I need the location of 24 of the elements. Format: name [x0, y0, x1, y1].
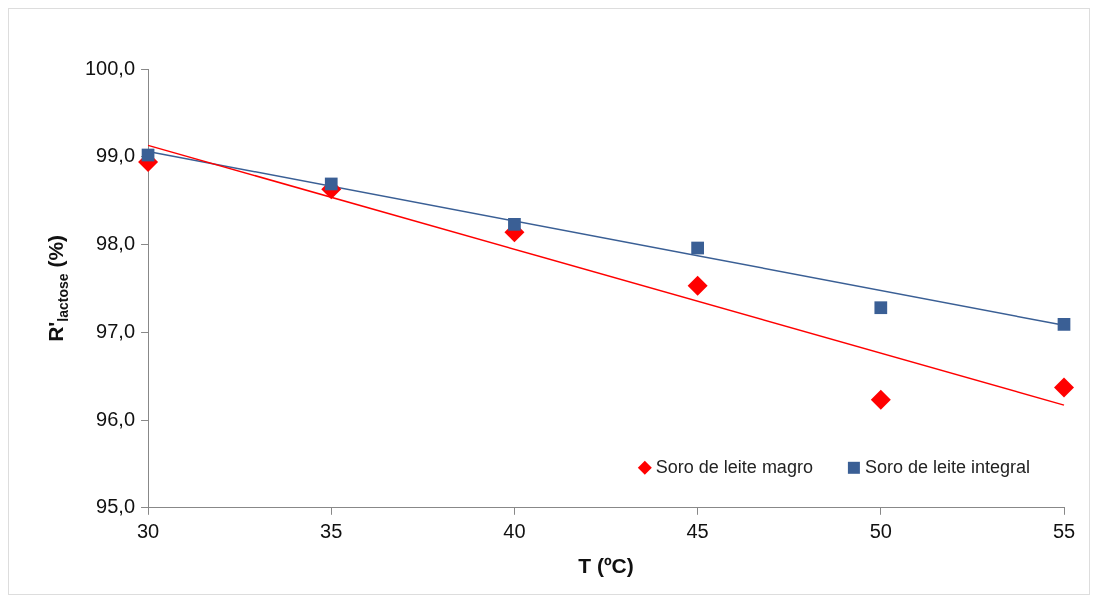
- point: [1057, 318, 1071, 331]
- y-tick-label: 96,0: [96, 407, 136, 430]
- point: [870, 389, 891, 410]
- y-tick-label: 97,0: [96, 319, 136, 342]
- x-tick-label: 50: [869, 520, 892, 543]
- point: [691, 241, 704, 255]
- x-axis-title: T (ºC): [578, 554, 634, 578]
- x-tick-label: 45: [686, 520, 709, 543]
- point: [874, 301, 888, 315]
- x-tick-label: 40: [503, 520, 526, 543]
- y-tick-label: 99,0: [96, 144, 136, 167]
- point: [324, 177, 338, 191]
- point: [508, 217, 521, 231]
- x-tick-label: 55: [1052, 520, 1076, 543]
- y-tick-label: 98,0: [96, 232, 136, 255]
- x-tick-label: 35: [320, 520, 343, 543]
- x-tick-label: 30: [136, 520, 160, 543]
- point: [687, 275, 708, 296]
- y-axis-title: R'lactose (%): [43, 234, 71, 342]
- legend-label: Soro de leite magro: [655, 456, 813, 477]
- legend-label: Soro de leite integral: [864, 456, 1031, 477]
- y-tick-label: 100,0: [84, 56, 136, 79]
- point: [1054, 377, 1074, 398]
- y-tick-label: 95,0: [96, 495, 136, 518]
